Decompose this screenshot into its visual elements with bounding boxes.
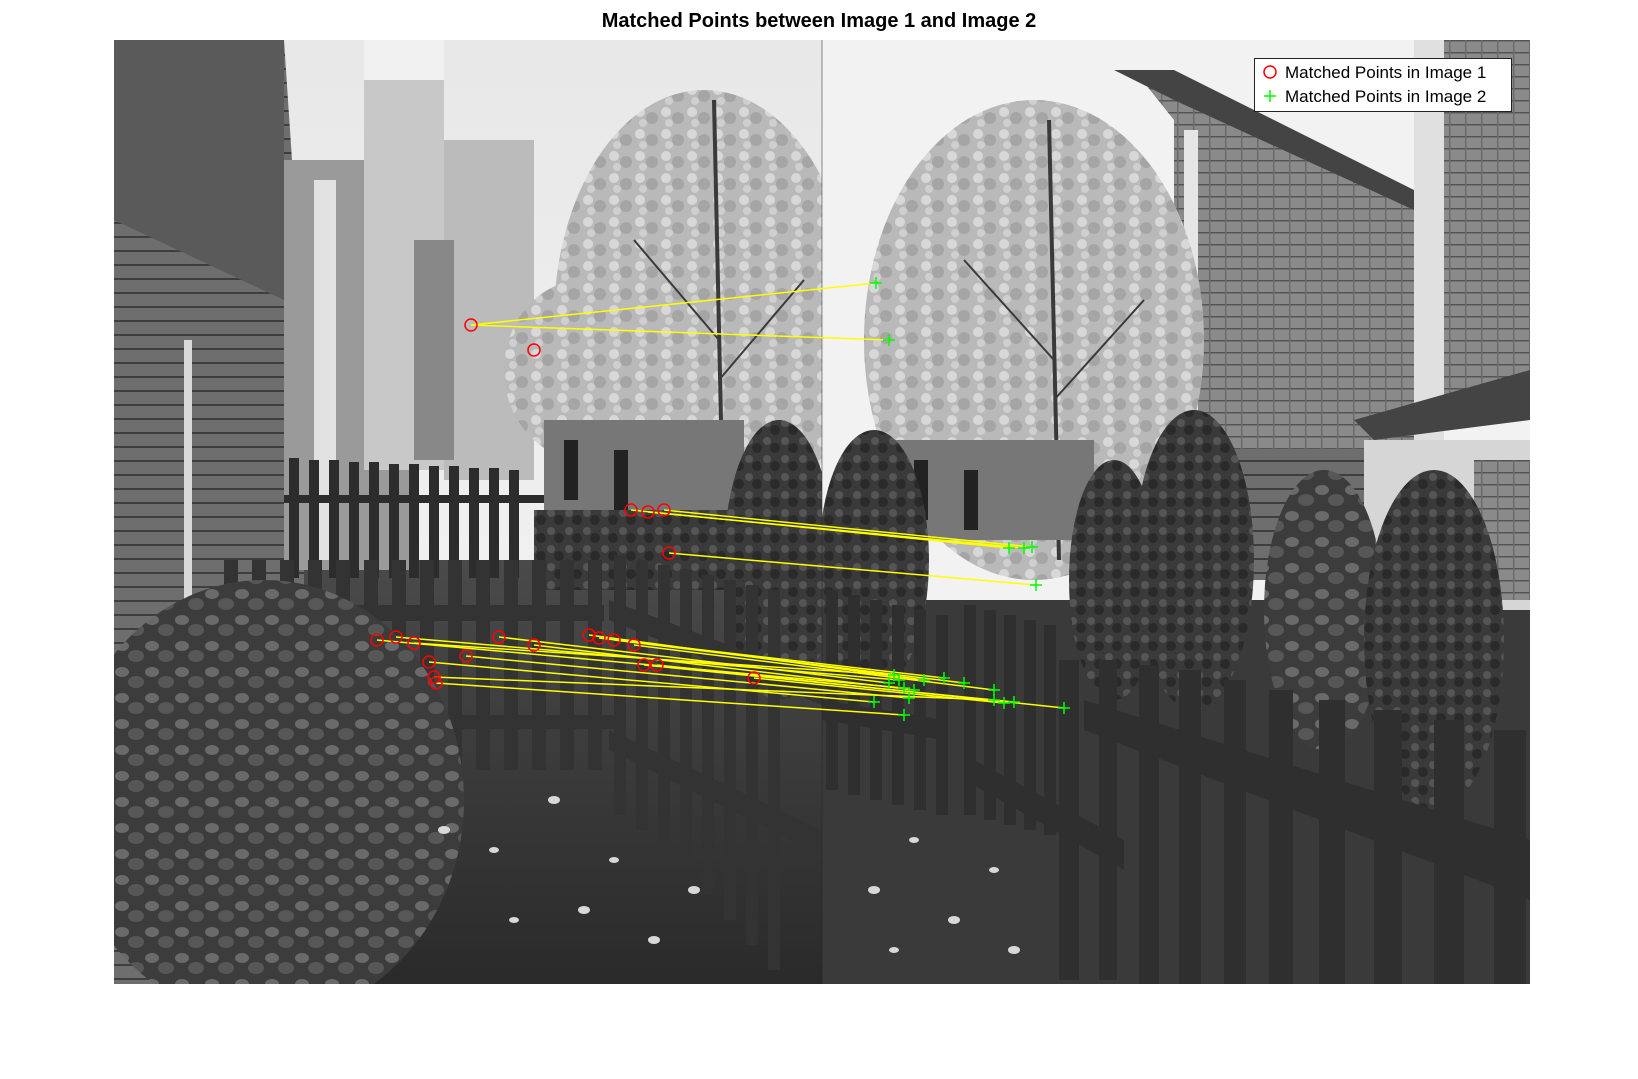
legend-item-image-2: Matched Points in Image 2 bbox=[1255, 85, 1511, 109]
marker-image-1 bbox=[650, 658, 664, 672]
marker-image-1 bbox=[422, 655, 436, 669]
match-line bbox=[428, 661, 875, 703]
marker-image-2 bbox=[883, 677, 895, 689]
match-line bbox=[533, 644, 915, 691]
legend-label: Matched Points in Image 1 bbox=[1285, 63, 1487, 82]
legend-item-image-1: Matched Points in Image 1 bbox=[1255, 61, 1511, 85]
marker-image-1 bbox=[527, 343, 541, 357]
match-line bbox=[647, 511, 1025, 549]
image-2 bbox=[822, 40, 1530, 984]
marker-image-2 bbox=[958, 677, 970, 689]
marker-image-1 bbox=[527, 638, 541, 652]
marker-image-2 bbox=[903, 692, 915, 704]
marker-image-2 bbox=[918, 674, 930, 686]
marker-image-2 bbox=[1058, 702, 1070, 714]
marker-image-2 bbox=[1026, 541, 1038, 553]
marker-image-2 bbox=[1018, 542, 1030, 554]
marker-image-1 bbox=[627, 638, 641, 652]
match-line bbox=[668, 552, 1037, 586]
legend: Matched Points in Image 1 Matched Points… bbox=[1254, 58, 1512, 112]
marker-image-1 bbox=[459, 649, 473, 663]
marker-image-2 bbox=[938, 672, 950, 684]
match-lines bbox=[376, 282, 1065, 716]
marker-image-2 bbox=[888, 669, 900, 681]
marker-image-1 bbox=[389, 630, 403, 644]
image-1-markers bbox=[370, 318, 761, 690]
marker-image-2 bbox=[1030, 579, 1042, 591]
marker-image-1 bbox=[492, 630, 506, 644]
legend-label: Matched Points in Image 2 bbox=[1285, 87, 1487, 106]
match-line bbox=[435, 682, 905, 716]
match-line bbox=[465, 655, 910, 699]
marker-image-2 bbox=[1008, 696, 1020, 708]
match-line bbox=[433, 676, 995, 701]
marker-image-1 bbox=[407, 636, 421, 650]
marker-image-2 bbox=[908, 684, 920, 696]
marker-image-2 bbox=[893, 674, 905, 686]
marker-image-1 bbox=[657, 503, 671, 517]
marker-image-1 bbox=[662, 546, 676, 560]
marker-image-1 bbox=[747, 671, 761, 685]
marker-image-1 bbox=[582, 628, 596, 642]
marker-image-2 bbox=[868, 696, 880, 708]
image-1 bbox=[114, 40, 822, 984]
marker-image-2 bbox=[1003, 542, 1015, 554]
plus-marker-icon bbox=[1264, 90, 1276, 102]
marker-image-1 bbox=[624, 503, 638, 517]
image-2-markers bbox=[868, 277, 1070, 721]
marker-image-2 bbox=[898, 709, 910, 721]
marker-image-1 bbox=[427, 670, 441, 684]
marker-image-2 bbox=[998, 697, 1010, 709]
marker-image-1 bbox=[429, 676, 443, 690]
match-line bbox=[663, 509, 1033, 548]
marker-image-1 bbox=[464, 318, 478, 332]
circle-marker-icon bbox=[1263, 65, 1277, 79]
figure-title: Matched Points between Image 1 and Image… bbox=[601, 10, 1037, 32]
match-line bbox=[753, 677, 1005, 704]
marker-image-1 bbox=[607, 633, 621, 647]
match-line bbox=[633, 644, 995, 691]
marker-image-2 bbox=[883, 334, 895, 346]
match-line bbox=[376, 639, 905, 689]
marker-image-2 bbox=[870, 277, 882, 289]
marker-image-1 bbox=[592, 631, 606, 645]
stitched-image-pair bbox=[114, 40, 1530, 984]
match-line bbox=[498, 636, 890, 684]
match-line bbox=[470, 282, 877, 326]
marker-image-1 bbox=[641, 505, 655, 519]
marker-image-1 bbox=[637, 658, 651, 672]
match-line bbox=[613, 639, 965, 684]
match-line bbox=[656, 664, 1065, 709]
match-line bbox=[470, 324, 890, 341]
marker-image-2 bbox=[898, 682, 910, 694]
marker-image-2 bbox=[988, 694, 1000, 706]
marker-image-1 bbox=[370, 633, 384, 647]
